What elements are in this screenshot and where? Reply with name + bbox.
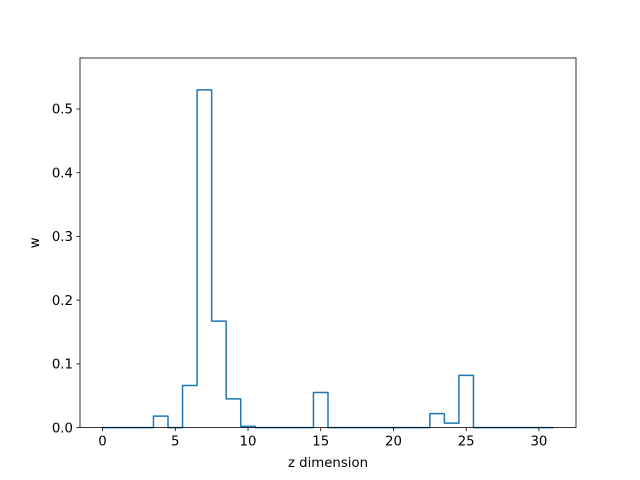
x-tick-label: 15 (312, 435, 329, 450)
data-point (218, 320, 220, 322)
data-point (247, 426, 249, 428)
axes-frame (79, 57, 577, 429)
x-tick-label: 25 (458, 435, 475, 450)
data-point (204, 89, 206, 91)
data-point (160, 415, 162, 417)
data-point (451, 422, 453, 424)
x-tick-label: 20 (385, 435, 402, 450)
x-tick-label: 30 (530, 435, 547, 450)
y-tick-label: 0.1 (52, 358, 73, 373)
x-tick-label: 0 (98, 435, 106, 450)
y-tick-label: 0.0 (52, 421, 73, 436)
x-tick-label: 10 (240, 435, 257, 450)
x-axis-label: z dimension (288, 456, 368, 471)
data-point (233, 398, 235, 400)
y-tick-label: 0.2 (52, 294, 73, 309)
y-tick-label: 0.4 (52, 166, 73, 181)
y-tick-label: 0.3 (52, 230, 73, 245)
x-tick-label: 5 (171, 435, 179, 450)
data-point (465, 375, 467, 377)
data-point (320, 392, 322, 394)
y-tick-label: 0.5 (52, 103, 73, 118)
data-point (436, 413, 438, 415)
data-point (189, 385, 191, 387)
y-axis-label: w (28, 237, 43, 248)
ticks-layer: 0 5 10 15 20 25 30 0.0 0.1 0.2 0.3 0.4 0.5 (52, 103, 548, 450)
